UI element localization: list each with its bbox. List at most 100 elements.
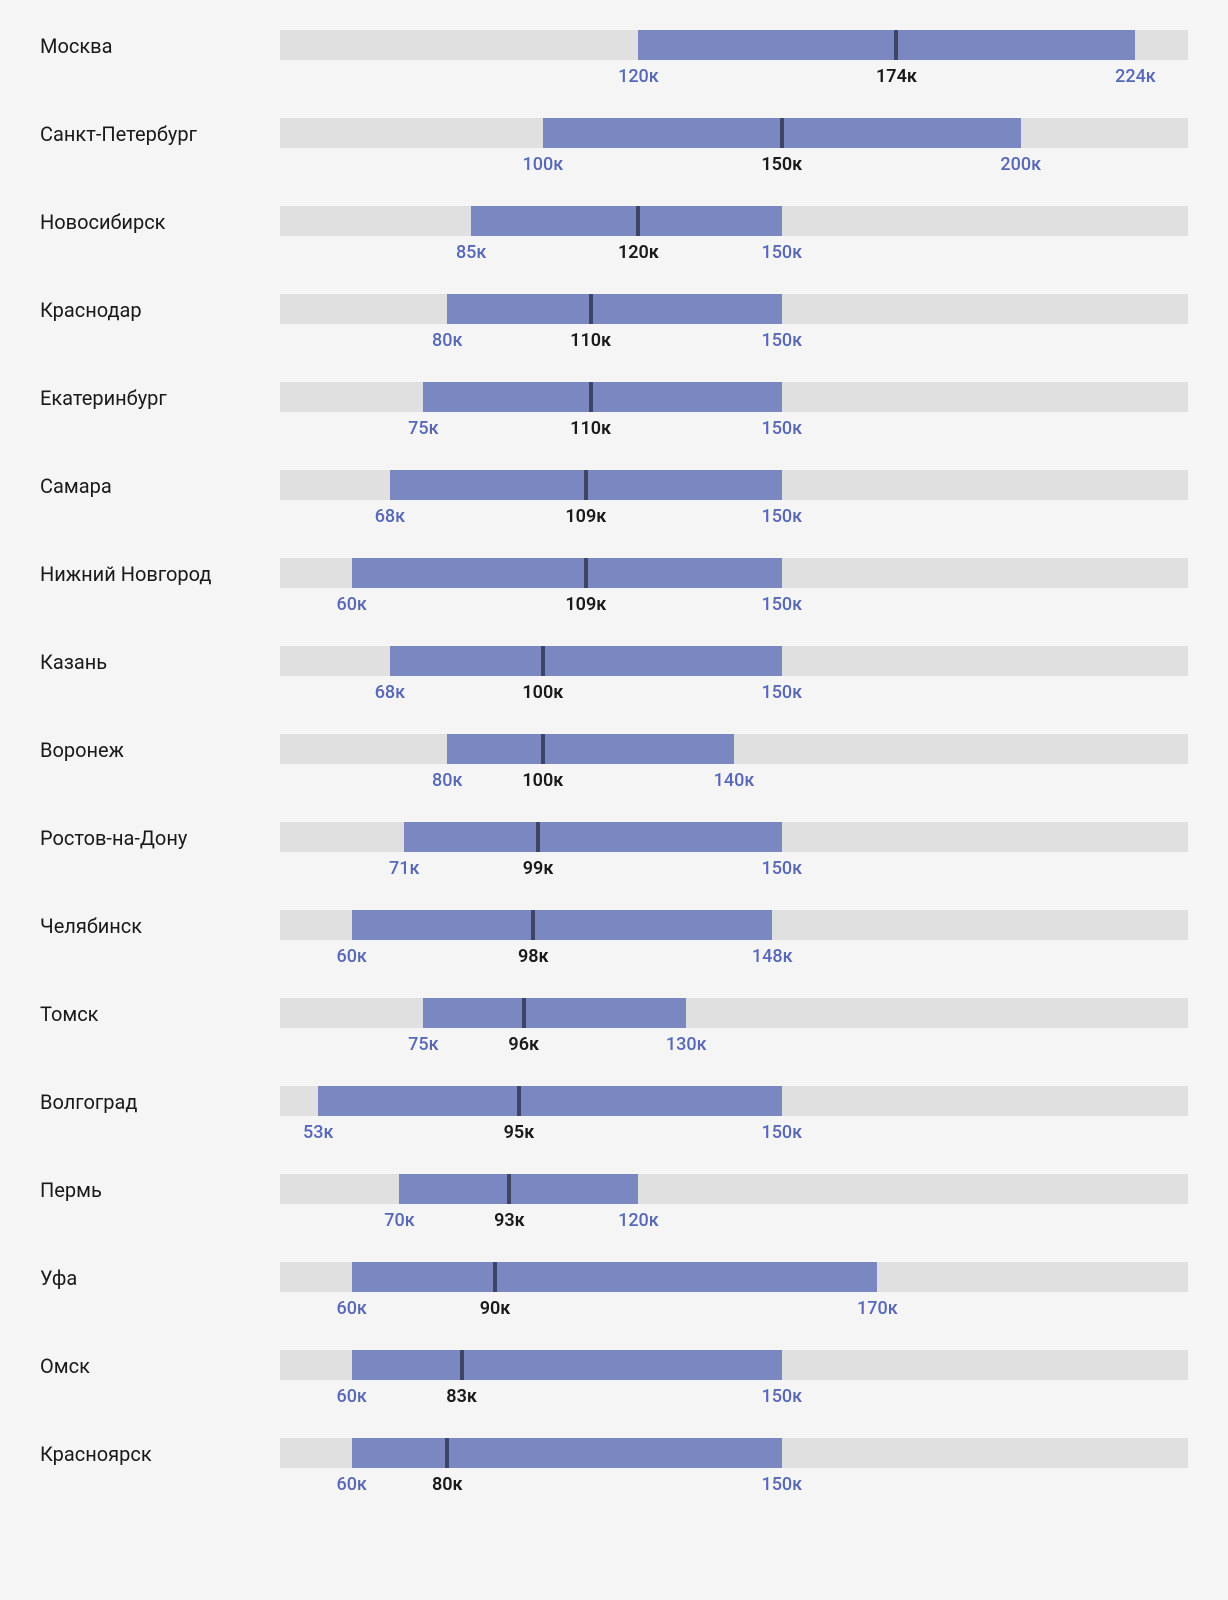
value-high: 150к xyxy=(761,242,802,263)
value-low: 70к xyxy=(384,1210,414,1231)
city-label: Воронеж xyxy=(40,734,280,762)
value-high: 150к xyxy=(761,1386,802,1407)
city-label: Челябинск xyxy=(40,910,280,938)
value-median: 96к xyxy=(508,1034,539,1055)
city-label: Москва xyxy=(40,30,280,58)
bar-range xyxy=(423,998,686,1028)
bar-area: 75к 96к 130к xyxy=(280,998,1188,1058)
bar-area: 85к 120к 150к xyxy=(280,206,1188,266)
bar-median-marker xyxy=(536,822,540,852)
value-median: 109к xyxy=(565,506,606,527)
value-low: 120к xyxy=(618,66,659,87)
value-high: 148к xyxy=(752,946,793,967)
value-high: 150к xyxy=(761,506,802,527)
value-low: 80к xyxy=(432,770,462,791)
bar-median-marker xyxy=(522,998,526,1028)
bar-median-marker xyxy=(541,646,545,676)
bar-value-labels: 60к109к150к xyxy=(280,594,1188,618)
bar-area: 60к109к150к xyxy=(280,558,1188,618)
value-median: 109к xyxy=(565,594,606,615)
bar-track xyxy=(280,822,1188,852)
bar-median-marker xyxy=(584,470,588,500)
bar-range xyxy=(471,206,782,236)
city-label: Томск xyxy=(40,998,280,1026)
value-high: 130к xyxy=(666,1034,707,1055)
bar-median-marker xyxy=(584,558,588,588)
bar-track xyxy=(280,998,1188,1028)
value-median: 90к xyxy=(480,1298,511,1319)
bar-value-labels: 120к174к224к xyxy=(280,66,1188,90)
value-low: 53к xyxy=(303,1122,333,1143)
value-median: 100к xyxy=(522,682,563,703)
value-high: 150к xyxy=(761,682,802,703)
bar-area: 80к110к150к xyxy=(280,294,1188,354)
value-low: 80к xyxy=(432,330,462,351)
value-high: 140к xyxy=(714,770,755,791)
city-label: Красноярск xyxy=(40,1438,280,1466)
city-label: Волгоград xyxy=(40,1086,280,1114)
bar-median-marker xyxy=(780,118,784,148)
value-low: 100к xyxy=(523,154,564,175)
bar-median-marker xyxy=(531,910,535,940)
bar-value-labels: 80к 100к 140к xyxy=(280,770,1188,794)
chart-row: Ростов-на-Дону71к99к150к xyxy=(40,822,1188,882)
value-high: 224к xyxy=(1115,66,1156,87)
value-median: 80к xyxy=(432,1474,463,1495)
bar-area: 80к 100к 140к xyxy=(280,734,1188,794)
value-median: 100к xyxy=(522,770,563,791)
value-low: 75к xyxy=(408,1034,438,1055)
bar-area: 75к110к150к xyxy=(280,382,1188,442)
bar-value-labels: 75к110к150к xyxy=(280,418,1188,442)
bar-range xyxy=(352,1350,782,1380)
bar-median-marker xyxy=(460,1350,464,1380)
value-low: 85к xyxy=(456,242,486,263)
bar-track xyxy=(280,910,1188,940)
bar-track xyxy=(280,294,1188,324)
bar-value-labels: 60к83к150к xyxy=(280,1386,1188,1410)
chart-row: Нижний Новгород60к109к150к xyxy=(40,558,1188,618)
bar-area: 60к83к150к xyxy=(280,1350,1188,1410)
bar-track xyxy=(280,1350,1188,1380)
bar-area: 100к150к200к xyxy=(280,118,1188,178)
value-high: 120к xyxy=(618,1210,659,1231)
salary-range-chart: Москва120к174к224кСанкт-Петербург100к150… xyxy=(40,30,1188,1498)
chart-row: Новосибирск85к120к150к xyxy=(40,206,1188,266)
value-median: 110к xyxy=(570,330,611,351)
value-low: 68к xyxy=(375,682,405,703)
bar-value-labels: 85к 120к 150к xyxy=(280,242,1188,266)
city-label: Нижний Новгород xyxy=(40,558,280,586)
value-high: 170к xyxy=(857,1298,898,1319)
bar-track xyxy=(280,382,1188,412)
chart-row: Москва120к174к224к xyxy=(40,30,1188,90)
chart-row: Томск 75к 96к 130к xyxy=(40,998,1188,1058)
chart-row: Омск60к83к150к xyxy=(40,1350,1188,1410)
bar-value-labels: 70к93к120к xyxy=(280,1210,1188,1234)
value-high: 150к xyxy=(761,858,802,879)
value-low: 60к xyxy=(336,1386,366,1407)
chart-row: Челябинск60к98к148к xyxy=(40,910,1188,970)
bar-median-marker xyxy=(541,734,545,764)
value-median: 150к xyxy=(761,154,802,175)
value-low: 68к xyxy=(375,506,405,527)
value-low: 60к xyxy=(336,946,366,967)
bar-track xyxy=(280,1174,1188,1204)
chart-row: Волгоград53к95к150к xyxy=(40,1086,1188,1146)
city-label: Омск xyxy=(40,1350,280,1378)
value-median: 120к xyxy=(618,242,659,263)
chart-row: Самара68к109к150к xyxy=(40,470,1188,530)
bar-range xyxy=(390,646,782,676)
bar-range xyxy=(638,30,1135,60)
bar-value-labels: 68к 100к 150к xyxy=(280,682,1188,706)
bar-range xyxy=(447,294,782,324)
bar-value-labels: 53к95к150к xyxy=(280,1122,1188,1146)
value-low: 60к xyxy=(336,1474,366,1495)
value-low: 60к xyxy=(336,1298,366,1319)
bar-median-marker xyxy=(636,206,640,236)
bar-area: 60к 90к 170к xyxy=(280,1262,1188,1322)
chart-row: Краснодар80к110к150к xyxy=(40,294,1188,354)
chart-row: Красноярск60к80к150к xyxy=(40,1438,1188,1498)
bar-value-labels: 75к 96к 130к xyxy=(280,1034,1188,1058)
bar-area: 60к80к150к xyxy=(280,1438,1188,1498)
bar-range xyxy=(404,822,782,852)
bar-median-marker xyxy=(507,1174,511,1204)
